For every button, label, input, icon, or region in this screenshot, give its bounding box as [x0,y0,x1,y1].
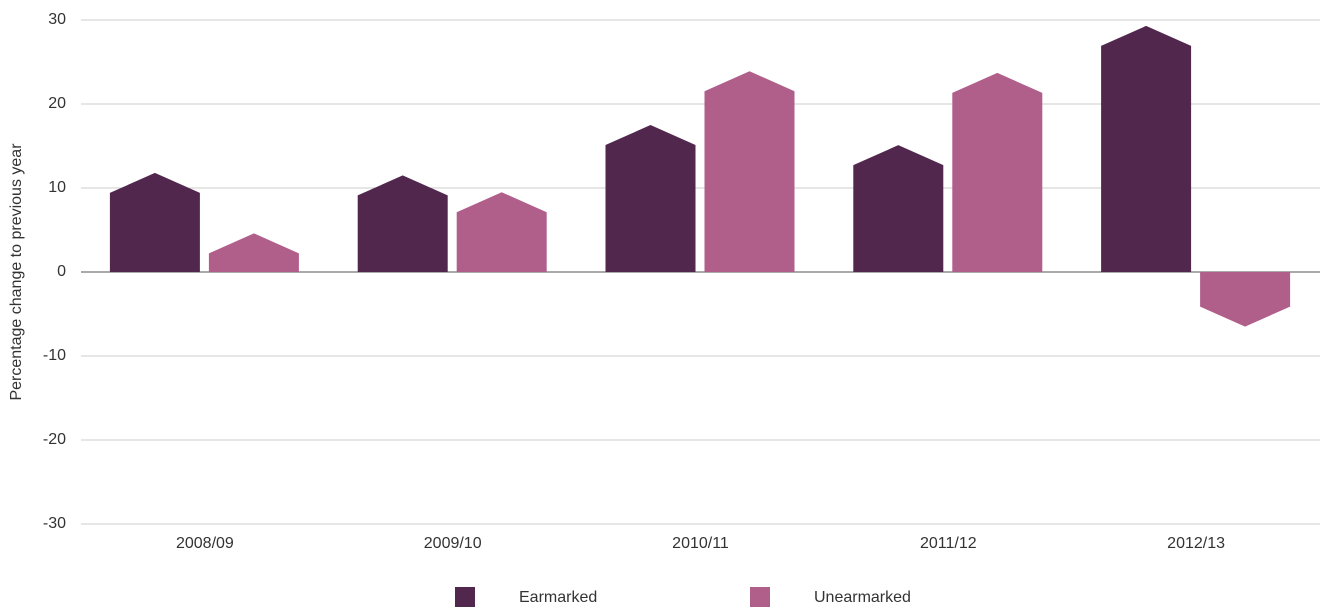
x-tick-label: 2010/11 [672,535,729,552]
bar [952,72,1043,272]
bar [456,192,547,272]
bar [704,71,795,273]
x-tick-label: 2008/09 [176,535,234,552]
legend-label: Unearmarked [814,589,911,606]
y-tick-label: 0 [57,263,66,280]
bar [208,233,299,272]
y-axis-label: Percentage change to previous year [8,143,25,401]
y-tick-label: -10 [43,347,66,364]
legend-label: Earmarked [519,589,597,606]
bar [357,175,448,272]
x-tick-label: 2009/10 [424,535,482,552]
y-tick-label: 10 [48,179,66,196]
y-tick-label: -20 [43,431,66,448]
bar [1200,272,1291,327]
y-tick-label: -30 [43,515,66,532]
y-tick-label: 20 [48,95,66,112]
bar [853,145,944,272]
legend-swatch [455,587,475,607]
x-tick-label: 2011/12 [920,535,977,552]
bar [1101,25,1192,272]
y-tick-label: 30 [48,11,66,28]
x-tick-label: 2012/13 [1167,535,1225,552]
legend-swatch [750,587,770,607]
bar [605,125,696,272]
bar [109,172,200,272]
